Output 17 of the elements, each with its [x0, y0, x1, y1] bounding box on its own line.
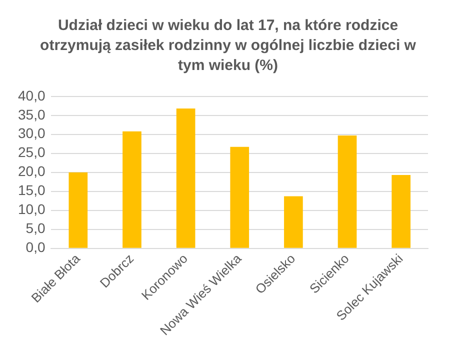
bar	[230, 146, 250, 248]
y-tick-label: 0,0	[26, 239, 46, 256]
y-tick-label: 20,0	[18, 163, 46, 180]
y-tick-label: 15,0	[18, 182, 46, 198]
bar	[284, 196, 303, 248]
y-tick-label: 25,0	[18, 144, 46, 160]
bar	[392, 175, 411, 248]
bar	[338, 136, 357, 248]
bar	[68, 172, 88, 248]
y-tick-label: 35,0	[18, 106, 46, 122]
y-tick-label: 5,0	[26, 220, 46, 236]
chart-title: Udział dzieci w wieku do lat 17, na które rodzice otrzymują zasiłek rodzinny w ogólnej liczbie dzieci w tym wieku (%)	[39, 16, 417, 76]
bar	[176, 108, 196, 248]
y-tick-label: 10,0	[18, 201, 46, 218]
y-tick-label: 40,0	[18, 87, 46, 104]
y-tick-label: 30,0	[18, 125, 46, 142]
bar	[122, 131, 142, 248]
